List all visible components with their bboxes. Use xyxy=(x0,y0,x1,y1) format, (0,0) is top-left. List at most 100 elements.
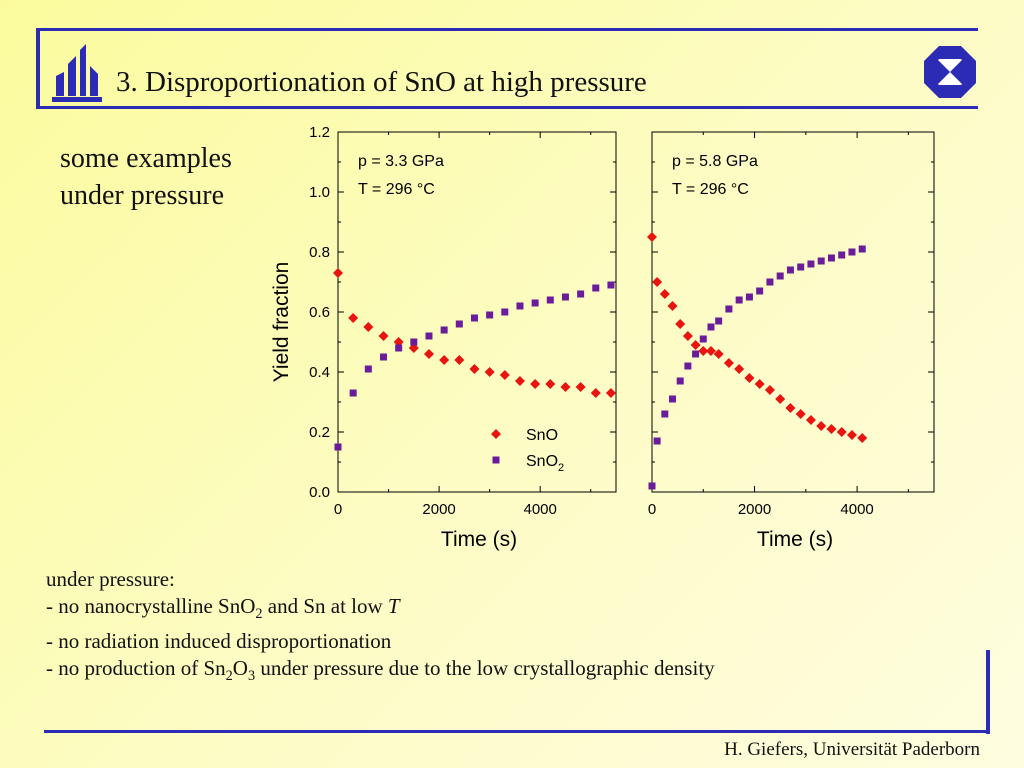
sno2-point xyxy=(561,293,569,301)
sno2-point xyxy=(577,290,585,298)
sno2-point xyxy=(827,254,835,262)
sno2-point xyxy=(735,296,743,304)
notes-line-3: - no production of Sn2O3 under pressure … xyxy=(46,655,715,690)
notes-line-3-b: O xyxy=(232,656,248,681)
notes-line-2: - no radiation induced disproportionatio… xyxy=(46,629,392,654)
sno-point xyxy=(469,364,480,374)
sno2-point xyxy=(334,443,342,451)
notes-line-3-c: under pressure due to the low crystallog… xyxy=(255,656,715,681)
y-tick-label: 1.0 xyxy=(309,184,330,201)
sno2-point xyxy=(684,362,692,370)
frame-top-bar xyxy=(36,28,978,31)
x-tick-label: 2000 xyxy=(738,501,771,518)
x-tick-label: 2000 xyxy=(422,501,455,518)
sno2-point xyxy=(766,278,774,286)
sno-point xyxy=(805,415,816,425)
sno2-point xyxy=(349,389,357,397)
frame-left-bar xyxy=(36,28,40,108)
sno2-point xyxy=(661,410,669,418)
sno2-point xyxy=(838,251,846,259)
sno-point xyxy=(723,358,734,368)
sno2-point xyxy=(669,395,677,403)
sno-point xyxy=(530,379,541,389)
condition-annotation: T = 296 °C xyxy=(358,181,435,198)
sno-point xyxy=(575,382,586,392)
sno2-point xyxy=(455,320,463,328)
notes-line-1-b: and Sn at low xyxy=(262,594,388,618)
sno2-point xyxy=(776,272,784,280)
sno2-point xyxy=(516,302,524,310)
sno2-point xyxy=(410,338,418,346)
sno2-point xyxy=(531,299,539,307)
examples-line-1: some examples xyxy=(60,143,232,174)
examples-line-2: under pressure xyxy=(60,180,225,211)
sno2-point xyxy=(379,353,387,361)
sno-point xyxy=(754,379,765,389)
sno-point xyxy=(348,313,359,323)
x-tick-label: 0 xyxy=(334,501,342,518)
sno-point xyxy=(795,409,806,419)
y-tick-label: 0.8 xyxy=(309,244,330,261)
sno2-point xyxy=(653,437,661,445)
sno-point xyxy=(764,385,775,395)
legend-sno2-marker xyxy=(492,456,500,464)
sno-point xyxy=(826,424,837,434)
sno2-point xyxy=(699,335,707,343)
sno-point xyxy=(652,277,663,287)
sno-point xyxy=(667,301,678,311)
condition-annotation: T = 296 °C xyxy=(672,181,749,198)
sno-point xyxy=(705,346,716,356)
y-tick-label: 0.0 xyxy=(309,484,330,501)
legend-sno-label: SnO xyxy=(526,427,558,444)
sno-point xyxy=(423,349,434,359)
title-rule xyxy=(36,106,978,109)
sno-point xyxy=(454,355,465,365)
notes-intro: under pressure: xyxy=(46,567,175,591)
sno-point xyxy=(560,382,571,392)
sno2-point xyxy=(425,332,433,340)
sno-point xyxy=(378,331,389,341)
sno-point xyxy=(775,394,786,404)
y-tick-label: 1.2 xyxy=(309,124,330,141)
y-tick-label: 0.6 xyxy=(309,304,330,321)
sno-point xyxy=(785,403,796,413)
x-axis-label: Time (s) xyxy=(441,528,517,551)
sno2-point xyxy=(725,305,733,313)
sno-point xyxy=(439,355,450,365)
sno-point xyxy=(682,331,693,341)
sno-point xyxy=(590,388,601,398)
sno2-point xyxy=(756,287,764,295)
sno-point xyxy=(363,322,374,332)
x-tick-label: 0 xyxy=(648,501,656,518)
sno2-point xyxy=(858,245,866,253)
sno2-point xyxy=(692,350,700,358)
sno2-point xyxy=(592,284,600,292)
sno2-point xyxy=(364,365,372,373)
sno-point xyxy=(857,433,868,443)
sno2-point xyxy=(786,266,794,274)
sno-point xyxy=(816,421,827,431)
notes-line-3-a: - no production of Sn xyxy=(46,656,226,681)
sno-point xyxy=(605,388,616,398)
sno2-point xyxy=(486,311,494,319)
legend-sno-marker xyxy=(491,429,501,439)
sno2-point xyxy=(470,314,478,322)
notes-line-3-sub2: 3 xyxy=(247,668,256,685)
sno2-point xyxy=(807,260,815,268)
sno-point xyxy=(675,319,686,329)
x-axis-label: Time (s) xyxy=(757,528,833,551)
chart-3-3-gpa: 0.0 0.2 0.4 0.6 0.8 1.0 1.2 0 2000 4000 Time (s) Yi… xyxy=(270,124,617,551)
frame-bottom-bar xyxy=(44,730,990,733)
sno-point xyxy=(647,232,657,242)
y-tick-label: 0.4 xyxy=(309,364,330,381)
sno2-point xyxy=(395,344,403,352)
university-logo-icon xyxy=(52,44,102,102)
condition-annotation: p = 3.3 GPa xyxy=(358,153,444,170)
badge-icon xyxy=(924,46,976,98)
y-tick-label: 0.2 xyxy=(309,424,330,441)
notes-block: under pressure: - no nanocrystalline SnO… xyxy=(46,566,715,690)
footer-credit: H. Giefers, Universität Paderborn xyxy=(724,739,980,760)
sno-point xyxy=(499,370,510,380)
sno2-point xyxy=(501,308,509,316)
